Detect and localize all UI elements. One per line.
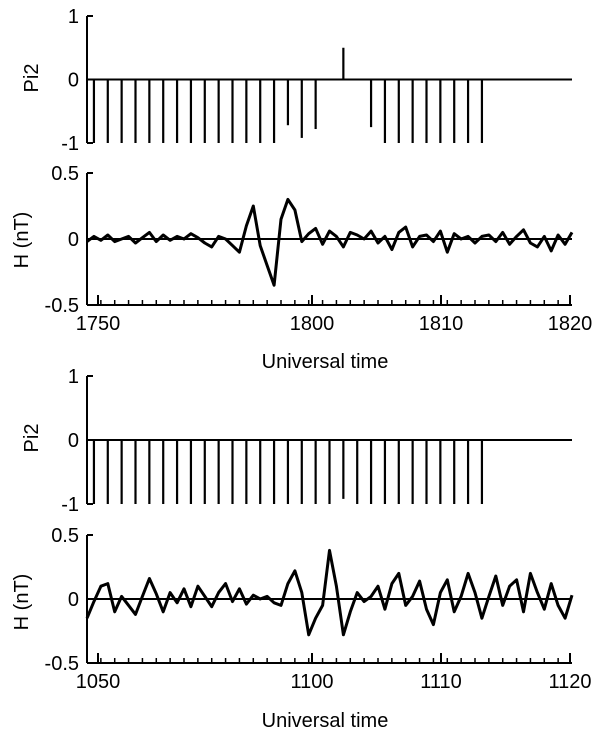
x-tick-label: 1800 — [290, 313, 335, 335]
y-tick-label: 0 — [68, 70, 79, 92]
y-tick-label: 0.5 — [51, 163, 79, 185]
y-tick-label: 1 — [68, 6, 79, 28]
x-tick-label: 1050 — [76, 671, 121, 693]
x-axis-title: Universal time — [262, 710, 389, 732]
pi2-panel-bottom: Pi2 1 0 -1 — [21, 366, 572, 516]
y-tick-label: 0 — [68, 589, 79, 611]
pi2-panel-top: Pi2 1 0 -1 — [21, 6, 572, 155]
x-tick-label: 1100 — [290, 671, 333, 693]
y-tick-label: -1 — [61, 133, 79, 155]
y-axis-title: H (nT) — [11, 212, 33, 269]
y-axis-title: Pi2 — [21, 424, 43, 453]
y-tick-label: 0 — [68, 430, 79, 452]
y-tick-label: -0.5 — [45, 295, 79, 317]
y-tick-label: 0 — [68, 229, 79, 251]
x-tick-label: 1120 — [548, 671, 591, 693]
y-tick-label: 1 — [68, 366, 79, 388]
y-tick-label: -0.5 — [45, 653, 79, 675]
y-axis-title: H (nT) — [11, 574, 33, 631]
signal-line — [85, 548, 574, 637]
x-tick-label: 1810 — [419, 313, 464, 335]
y-axis-title: Pi2 — [21, 64, 43, 93]
x-axis-title: Universal time — [262, 351, 389, 373]
x-tick-label: 1110 — [420, 671, 462, 693]
y-tick-label: 0.5 — [51, 525, 79, 547]
signal-line — [86, 197, 574, 287]
x-tick-label: 1820 — [548, 313, 593, 335]
x-tick-label: 1750 — [76, 313, 121, 335]
y-tick-label: -1 — [61, 494, 79, 516]
